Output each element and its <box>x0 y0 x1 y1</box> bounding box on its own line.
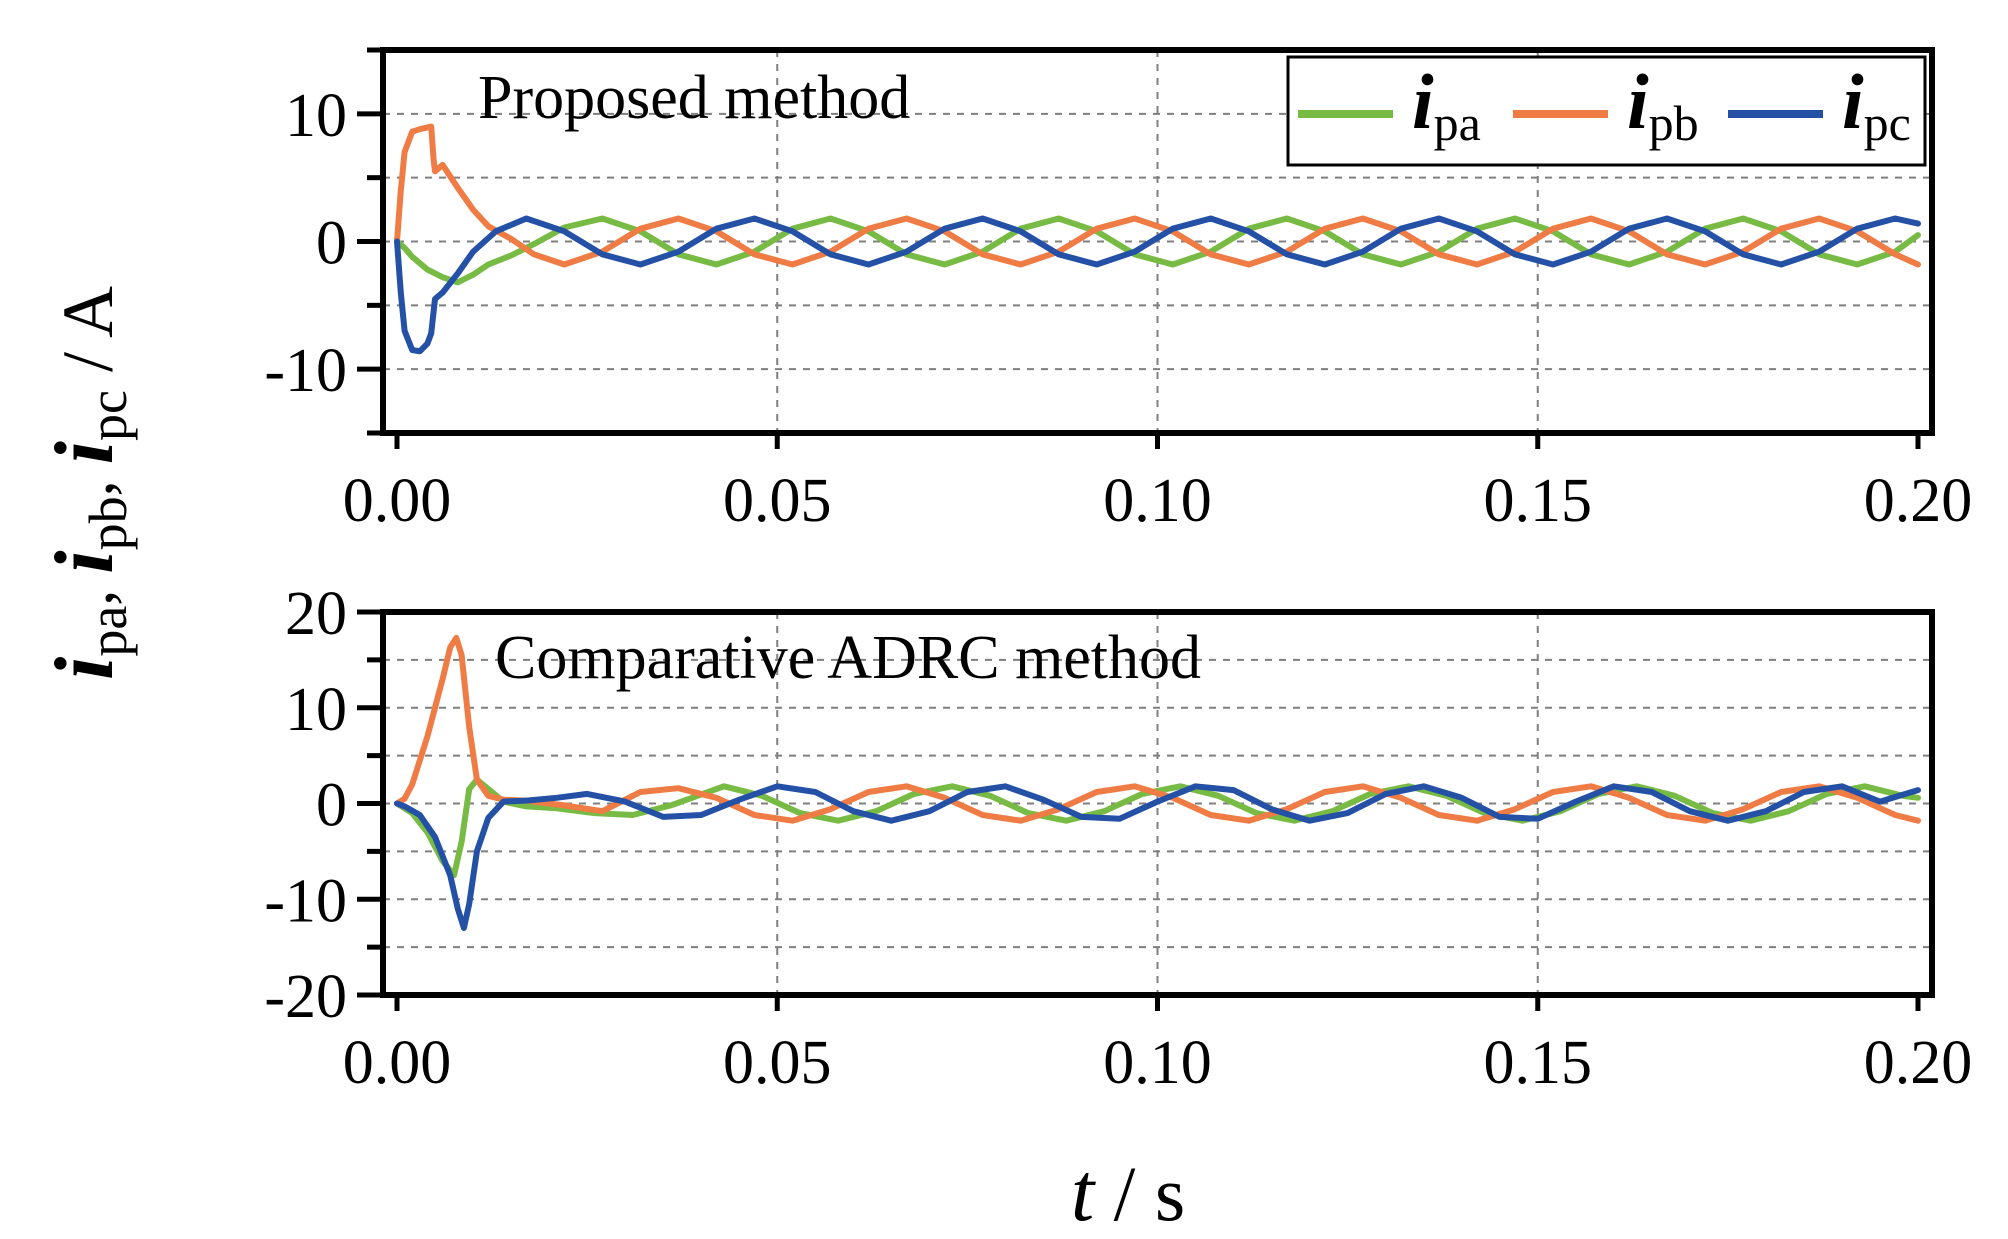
x-tick-label-4: 0.20 <box>1864 467 1973 535</box>
y-tick-label-2: 0 <box>316 772 347 840</box>
x-tick-label-2: 0.10 <box>1103 467 1212 535</box>
panel-proposed-series <box>394 123 1921 355</box>
panel-adrc: 0.00 0.05 0.10 0.15 0.20 -20 -10 0 10 20 Comparat… <box>264 580 1972 1097</box>
panel-proposed: 0.00 0.05 0.10 0.15 0.20 -10 0 10 Proposed meth… <box>264 47 1973 535</box>
legend-label-ipa-sub: pa <box>1434 95 1481 151</box>
legend-item-ipa: ipa <box>1298 58 1481 151</box>
x-tick-label-3: 0.15 <box>1484 1029 1593 1097</box>
x-tick-label-0: 0.00 <box>343 467 452 535</box>
panel-proposed-ticks: 0.00 0.05 0.10 0.15 0.20 -10 0 10 <box>264 47 1973 535</box>
svg-text:ipa, ipb, ipc / A: ipa, ipb, ipc / A <box>38 286 138 680</box>
panel-adrc-annotation: Comparative ADRC method <box>495 624 1201 692</box>
x-tick-label-1: 0.05 <box>723 467 832 535</box>
series-line-ipa <box>394 215 1921 286</box>
y-tick-label-0: -10 <box>264 337 347 405</box>
panel-proposed-annotation: Proposed method <box>478 64 910 132</box>
x-axis-title-unit: / s <box>1094 1150 1185 1237</box>
y-axis-title-sub-a: pa <box>78 606 138 657</box>
x-axis-title: t / s <box>1071 1146 1185 1239</box>
panel-adrc-series <box>394 634 1921 931</box>
x-tick-label-2: 0.10 <box>1103 1029 1212 1097</box>
legend-label-ipa-sym: i <box>1412 58 1434 145</box>
x-tick-label-3: 0.15 <box>1484 467 1593 535</box>
y-tick-label-1: 0 <box>316 210 347 278</box>
y-axis-title-sub-c: pc <box>78 390 138 441</box>
legend-label-ipb-sub: pb <box>1649 95 1699 151</box>
svg-text:ipb: ipb <box>1627 58 1699 151</box>
legend-item-ipc: ipc <box>1728 58 1911 151</box>
y-axis-title-sym-b: i <box>38 550 131 573</box>
y-tick-label-2: 10 <box>285 82 347 150</box>
series-line-ipc <box>394 215 1921 355</box>
svg-text:ipc: ipc <box>1842 58 1911 151</box>
x-axis-title-sym: t <box>1071 1146 1097 1239</box>
legend: ipa ipb ipc <box>1286 55 1927 167</box>
y-tick-label-1: -10 <box>264 867 347 935</box>
y-tick-label-0: -20 <box>264 963 347 1031</box>
series-line-ipb <box>394 123 1921 268</box>
y-tick-label-4: 20 <box>285 580 347 648</box>
y-axis-title-sym-a: i <box>38 657 131 680</box>
x-tick-label-4: 0.20 <box>1864 1029 1973 1097</box>
y-tick-label-3: 10 <box>285 676 347 744</box>
y-axis-title-sym-c: i <box>38 441 131 464</box>
y-axis-title-sep-a: , <box>55 590 126 606</box>
panel-adrc-ticks: 0.00 0.05 0.10 0.15 0.20 -20 -10 0 10 20 <box>264 580 1972 1097</box>
x-tick-label-1: 0.05 <box>723 1029 832 1097</box>
legend-label-ipc-sym: i <box>1842 58 1864 145</box>
legend-label-ipb-sym: i <box>1627 58 1649 145</box>
legend-item-ipb: ipb <box>1513 58 1699 151</box>
svg-text:ipa: ipa <box>1412 58 1481 151</box>
y-axis-title-unit: / A <box>48 286 128 390</box>
x-tick-label-0: 0.00 <box>343 1029 452 1097</box>
legend-label-ipc-sub: pc <box>1864 95 1911 151</box>
y-axis-title-sub-b: pb <box>78 496 138 550</box>
series-line-ipc <box>394 783 1921 931</box>
series-line-ipb <box>394 634 1921 824</box>
panel-proposed-grid <box>383 50 1932 433</box>
y-axis-title-sep-b: , <box>55 480 126 496</box>
y-axis-title: ipa, ipb, ipc / A <box>38 286 138 680</box>
